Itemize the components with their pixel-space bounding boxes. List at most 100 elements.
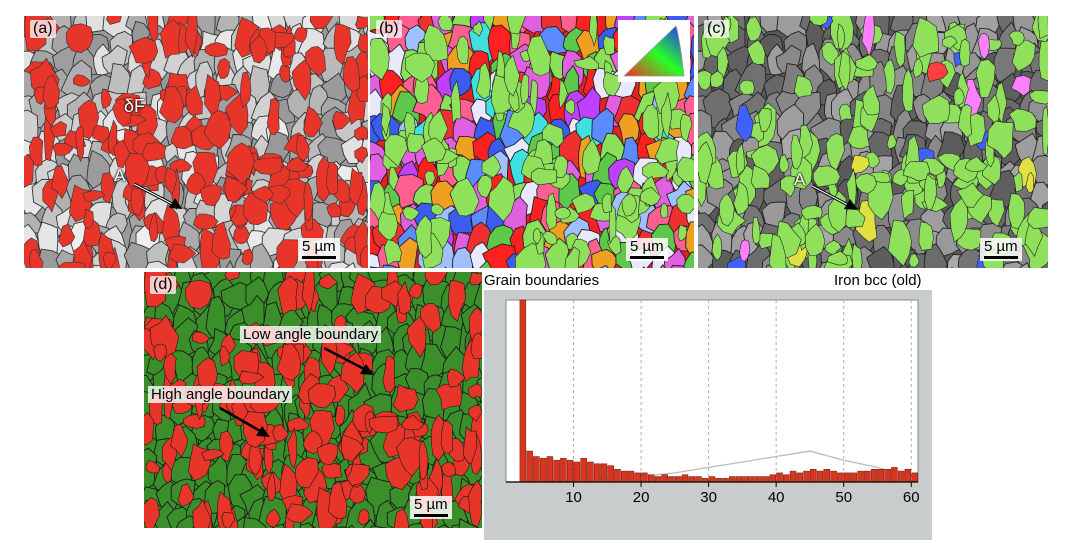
bar-44 bbox=[803, 470, 810, 483]
bar-50 bbox=[843, 472, 851, 483]
chart-title-right: Iron bcc (old) bbox=[834, 272, 922, 289]
bar-18 bbox=[627, 470, 635, 483]
delta-ferrite-label: δF bbox=[124, 96, 146, 116]
bar-41 bbox=[783, 474, 790, 483]
scale-bar-d-text: 5 µm bbox=[414, 496, 448, 513]
bar-24 bbox=[668, 476, 675, 483]
bar-28 bbox=[695, 476, 702, 483]
bar-16 bbox=[614, 469, 621, 483]
bar-46 bbox=[816, 470, 824, 483]
ipf-color-key bbox=[618, 20, 690, 82]
panel-c: (c) A 5 µm bbox=[698, 16, 1048, 268]
bar-26 bbox=[681, 474, 689, 483]
bar-10 bbox=[573, 461, 581, 483]
histogram-svg: 10 20 30 40 50 60 bbox=[484, 290, 932, 540]
bar-58 bbox=[897, 470, 905, 483]
scale-bar-d: 5 µm bbox=[410, 496, 452, 519]
bar-13 bbox=[593, 463, 601, 483]
bar-42 bbox=[789, 470, 797, 483]
bar-60 bbox=[911, 472, 918, 483]
tick-label-40: 40 bbox=[768, 489, 785, 506]
arrow-a bbox=[133, 182, 182, 209]
theoretical-curve bbox=[506, 450, 912, 483]
bar-7 bbox=[553, 459, 560, 483]
bar-12 bbox=[587, 461, 594, 483]
bar-40 bbox=[776, 472, 783, 483]
bar-27 bbox=[688, 476, 695, 483]
scale-bar-a-text: 5 µm bbox=[302, 238, 336, 255]
bar-34 bbox=[735, 476, 743, 483]
tick-label-60: 60 bbox=[903, 489, 920, 506]
bar-3 bbox=[526, 450, 533, 483]
micrograph-d bbox=[144, 272, 482, 528]
plot-area bbox=[505, 299, 919, 483]
bar-47 bbox=[823, 469, 831, 483]
low-angle-boundary-label: Low angle boundary bbox=[240, 326, 382, 343]
arrow-c bbox=[811, 184, 858, 210]
bar-35 bbox=[742, 476, 749, 483]
bar-19 bbox=[634, 472, 641, 483]
bar-53 bbox=[864, 470, 871, 483]
panel-d-label: (d) bbox=[150, 276, 176, 294]
bar-4 bbox=[533, 456, 540, 483]
bar-30 bbox=[708, 476, 716, 483]
panel-a: (a) δF A 5 µm bbox=[24, 16, 368, 268]
chart-title-left: Grain boundaries bbox=[484, 272, 600, 289]
bar-51 bbox=[850, 472, 858, 483]
high-angle-boundary-label: High angle boundary bbox=[148, 386, 293, 403]
bar-5 bbox=[539, 458, 547, 483]
panel-b: (b) 5 µm bbox=[370, 16, 694, 268]
tick-label-50: 50 bbox=[835, 489, 852, 506]
bar-38 bbox=[762, 476, 770, 483]
panel-b-label: (b) bbox=[376, 20, 402, 38]
bar-2 bbox=[519, 299, 527, 483]
bar-33 bbox=[729, 476, 736, 483]
bar-11 bbox=[580, 458, 587, 483]
tick-label-20: 20 bbox=[633, 489, 650, 506]
bar-43 bbox=[796, 472, 804, 483]
bar-39 bbox=[769, 474, 777, 483]
bar-49 bbox=[837, 472, 844, 483]
bar-55 bbox=[877, 469, 885, 483]
bar-56 bbox=[884, 469, 891, 483]
scale-bar-a-line bbox=[302, 256, 336, 259]
point-a-label-c: A bbox=[794, 170, 806, 189]
scale-bar-b-line bbox=[630, 256, 664, 259]
histogram-chart: 10 20 30 40 50 60 bbox=[484, 290, 932, 540]
bar-9 bbox=[566, 459, 574, 483]
bar-36 bbox=[749, 476, 756, 483]
scale-bar-a: 5 µm bbox=[298, 238, 340, 261]
bar-17 bbox=[620, 470, 628, 483]
bar-52 bbox=[857, 470, 864, 483]
bar-22 bbox=[654, 476, 662, 483]
bar-59 bbox=[904, 469, 912, 483]
panel-c-label: (c) bbox=[704, 20, 729, 38]
scale-bar-b-text: 5 µm bbox=[630, 238, 664, 255]
arrows-d bbox=[219, 346, 374, 437]
bar-48 bbox=[830, 470, 837, 483]
tick-label-10: 10 bbox=[565, 489, 582, 506]
scale-bar-d-line bbox=[414, 514, 448, 517]
scale-bar-c-line bbox=[984, 256, 1018, 259]
scale-bar-c-text: 5 µm bbox=[984, 238, 1018, 255]
micrograph-c bbox=[698, 16, 1048, 268]
panel-a-label: (a) bbox=[30, 20, 56, 38]
scale-bar-c: 5 µm bbox=[980, 238, 1022, 261]
bar-23 bbox=[661, 474, 668, 483]
bar-8 bbox=[560, 458, 567, 483]
bar-37 bbox=[756, 476, 763, 483]
bar-6 bbox=[546, 456, 554, 483]
micrograph-a bbox=[24, 16, 368, 268]
tick-label-30: 30 bbox=[700, 489, 717, 506]
bar-14 bbox=[600, 463, 608, 483]
bar-25 bbox=[675, 476, 682, 483]
point-a-label: A bbox=[114, 166, 126, 185]
bar-21 bbox=[647, 474, 655, 483]
bar-54 bbox=[870, 469, 878, 483]
bar-15 bbox=[607, 465, 614, 483]
scale-bar-b: 5 µm bbox=[626, 238, 668, 261]
panel-d: (d) Low angle boundary High angle bounda… bbox=[144, 272, 482, 528]
bar-20 bbox=[641, 472, 648, 483]
bar-57 bbox=[891, 467, 898, 483]
bar-45 bbox=[810, 469, 817, 483]
